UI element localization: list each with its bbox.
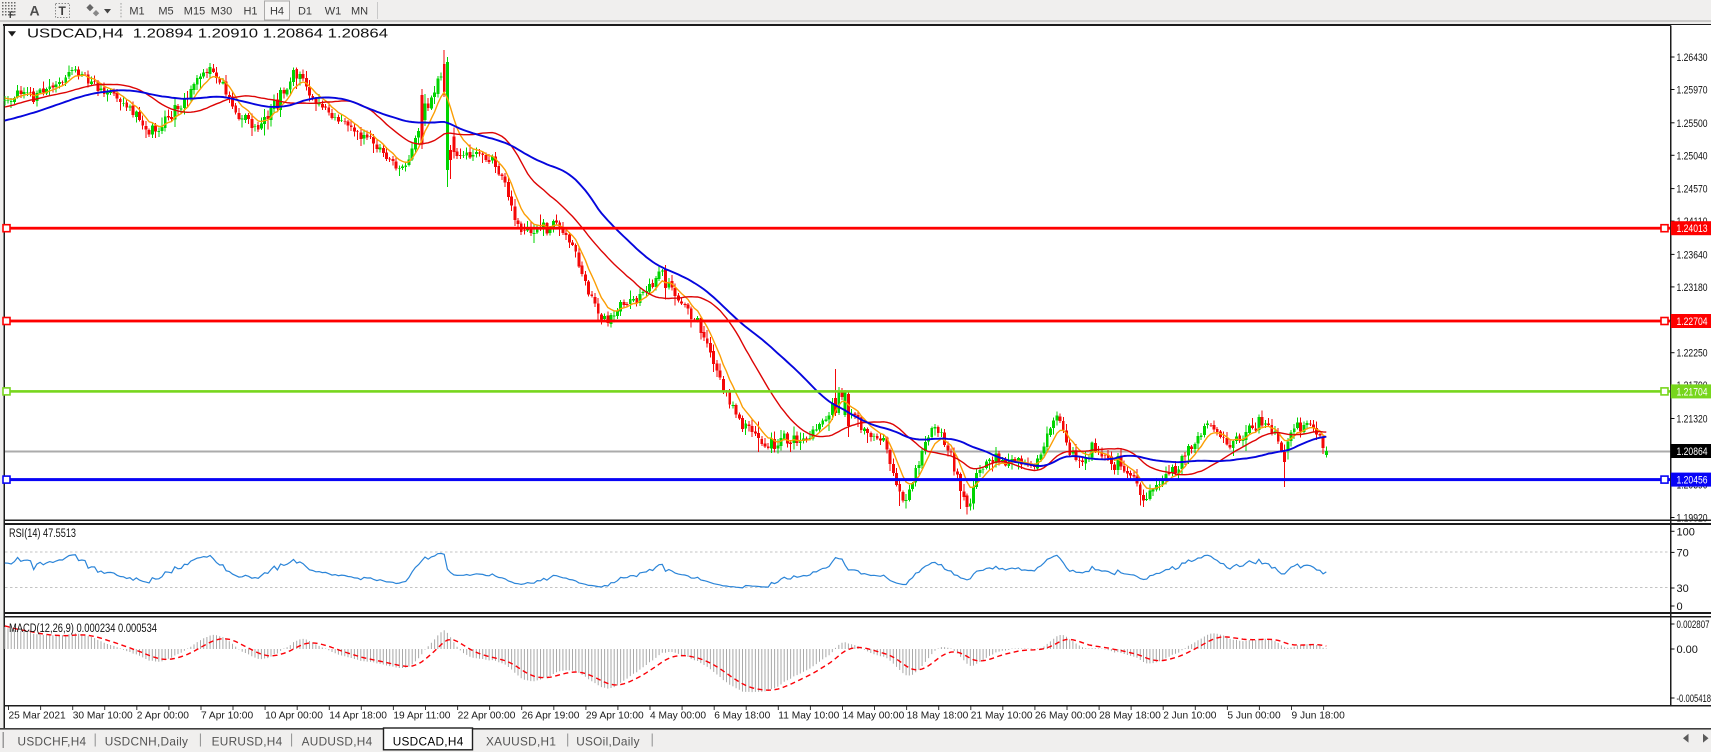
svg-text:MACD(12,26,9) 0.000234 0.00053: MACD(12,26,9) 0.000234 0.000534 bbox=[9, 623, 157, 635]
svg-text:6 May 18:00: 6 May 18:00 bbox=[714, 711, 770, 722]
svg-text:USDCAD,H4 1.20894 1.20910 1.2: USDCAD,H4 1.20894 1.20910 1.20864 1.2086… bbox=[27, 27, 388, 41]
svg-text:1.20456: 1.20456 bbox=[1677, 475, 1708, 487]
svg-text:EURUSD,H4: EURUSD,H4 bbox=[212, 735, 283, 749]
svg-text:1.21704: 1.21704 bbox=[1677, 386, 1708, 398]
svg-text:W1: W1 bbox=[325, 6, 342, 18]
svg-text:0: 0 bbox=[1677, 601, 1683, 613]
svg-text:7 Apr 10:00: 7 Apr 10:00 bbox=[201, 711, 253, 722]
svg-text:AUDUSD,H4: AUDUSD,H4 bbox=[302, 735, 373, 749]
svg-text:1.25500: 1.25500 bbox=[1677, 118, 1708, 130]
svg-text:XAUUSD,H1: XAUUSD,H1 bbox=[486, 735, 556, 749]
svg-text:USDCAD,H4: USDCAD,H4 bbox=[393, 735, 464, 749]
svg-text:18 May 18:00: 18 May 18:00 bbox=[907, 711, 969, 722]
svg-text:1.21320: 1.21320 bbox=[1677, 414, 1708, 426]
svg-text:14 May 00:00: 14 May 00:00 bbox=[843, 711, 905, 722]
svg-text:1.23180: 1.23180 bbox=[1677, 282, 1708, 294]
svg-text:1.24570: 1.24570 bbox=[1677, 184, 1708, 196]
svg-text:F: F bbox=[9, 10, 15, 20]
svg-text:1.26430: 1.26430 bbox=[1677, 52, 1708, 64]
svg-text:USOil,Daily: USOil,Daily bbox=[576, 735, 640, 749]
svg-text:D1: D1 bbox=[298, 6, 312, 18]
svg-text:14 Apr 18:00: 14 Apr 18:00 bbox=[329, 711, 387, 722]
svg-text:26 May 00:00: 26 May 00:00 bbox=[1035, 711, 1097, 722]
svg-text:USDCHF,H4: USDCHF,H4 bbox=[18, 735, 87, 749]
svg-text:A: A bbox=[30, 3, 40, 19]
svg-text:M30: M30 bbox=[211, 6, 232, 18]
svg-text:M5: M5 bbox=[158, 6, 173, 18]
svg-text:-0.005418: -0.005418 bbox=[1677, 693, 1711, 705]
svg-text:21 May 10:00: 21 May 10:00 bbox=[971, 711, 1033, 722]
svg-text:1.24013: 1.24013 bbox=[1677, 223, 1708, 235]
svg-text:19 Apr 11:00: 19 Apr 11:00 bbox=[393, 711, 450, 722]
svg-text:1.19920: 1.19920 bbox=[1677, 513, 1708, 525]
svg-text:T: T bbox=[59, 4, 67, 18]
svg-text:11 May 10:00: 11 May 10:00 bbox=[778, 711, 839, 722]
svg-text:100: 100 bbox=[1677, 526, 1695, 538]
svg-text:USDCNH,Daily: USDCNH,Daily bbox=[105, 735, 189, 749]
svg-text:1.25970: 1.25970 bbox=[1677, 85, 1708, 97]
svg-text:30 Mar 10:00: 30 Mar 10:00 bbox=[73, 711, 133, 722]
svg-text:5 Jun 00:00: 5 Jun 00:00 bbox=[1227, 711, 1281, 722]
svg-text:MN: MN bbox=[351, 6, 368, 18]
svg-text:1.22704: 1.22704 bbox=[1677, 316, 1708, 328]
svg-text:25 Mar 2021: 25 Mar 2021 bbox=[9, 711, 67, 722]
svg-text:1.20864: 1.20864 bbox=[1677, 446, 1708, 458]
svg-text:28 May 18:00: 28 May 18:00 bbox=[1099, 711, 1161, 722]
svg-text:2 Apr 00:00: 2 Apr 00:00 bbox=[137, 711, 189, 722]
svg-text:70: 70 bbox=[1677, 547, 1689, 559]
svg-text:M1: M1 bbox=[129, 6, 144, 18]
svg-text:1.22250: 1.22250 bbox=[1677, 348, 1708, 360]
svg-text:0.002807: 0.002807 bbox=[1677, 619, 1710, 631]
svg-text:H1: H1 bbox=[243, 6, 257, 18]
svg-text:30: 30 bbox=[1677, 583, 1689, 595]
svg-text:29 Apr 10:00: 29 Apr 10:00 bbox=[586, 711, 644, 722]
svg-text:0.00: 0.00 bbox=[1677, 644, 1698, 656]
svg-text:26 Apr 19:00: 26 Apr 19:00 bbox=[522, 711, 580, 722]
svg-text:RSI(14) 47.5513: RSI(14) 47.5513 bbox=[9, 528, 76, 540]
svg-text:2 Jun 10:00: 2 Jun 10:00 bbox=[1163, 711, 1217, 722]
svg-text:M15: M15 bbox=[184, 6, 205, 18]
svg-text:1.23640: 1.23640 bbox=[1677, 249, 1708, 261]
svg-text:H4: H4 bbox=[270, 6, 284, 18]
svg-text:1.25040: 1.25040 bbox=[1677, 150, 1708, 162]
svg-text:10 Apr 00:00: 10 Apr 00:00 bbox=[265, 711, 323, 722]
svg-text:4 May 00:00: 4 May 00:00 bbox=[650, 711, 706, 722]
svg-text:22 Apr 00:00: 22 Apr 00:00 bbox=[458, 711, 516, 722]
svg-text:9 Jun 18:00: 9 Jun 18:00 bbox=[1292, 711, 1346, 722]
